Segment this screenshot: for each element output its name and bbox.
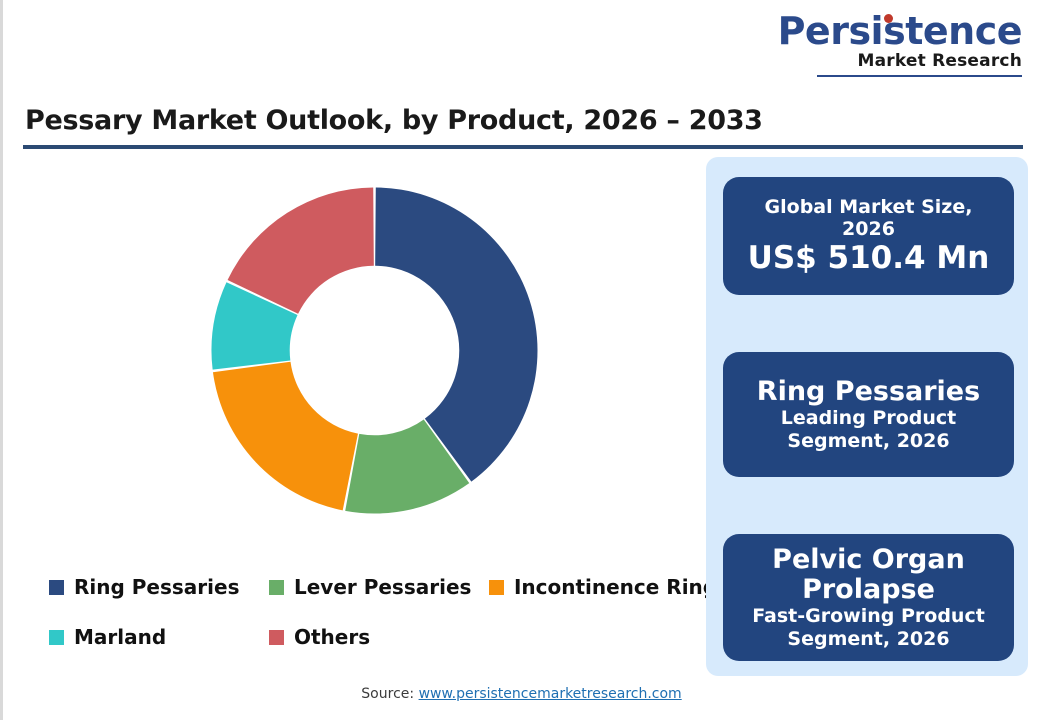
company-logo: Persistence Market Research (777, 9, 1023, 77)
legend-item[interactable]: Others (268, 612, 489, 662)
legend-swatch-icon (49, 579, 64, 595)
donut-slice[interactable] (211, 282, 298, 370)
legend-item[interactable]: Marland (49, 612, 269, 662)
market-size-card: Global Market Size, 2026 US$ 510.4 Mn (723, 177, 1014, 295)
source-prefix: Source: (361, 686, 419, 702)
legend-swatch-icon (268, 579, 284, 595)
donut-slice[interactable] (212, 361, 358, 511)
title-divider (23, 145, 1023, 149)
donut-chart-svg (211, 187, 538, 514)
fast-growing-segment-card: Pelvic Organ Prolapse Fast-Growing Produ… (723, 534, 1014, 661)
market-size-caption: Global Market Size, 2026 (764, 195, 973, 241)
logo-underline (817, 75, 1022, 77)
fast-growing-segment-headline: Pelvic Organ Prolapse (772, 543, 965, 606)
market-size-value: US$ 510.4 Mn (747, 239, 990, 276)
donut-slice[interactable] (227, 187, 374, 314)
legend-item[interactable]: Incontinence Rings (488, 562, 729, 612)
logo-primary-text: Persistence (777, 9, 1023, 53)
legend-swatch-icon (268, 629, 284, 645)
legend-label: Incontinence Rings (513, 575, 730, 599)
donut-slice[interactable] (375, 187, 538, 482)
donut-slice[interactable] (345, 419, 470, 514)
legend-label: Lever Pessaries (293, 575, 472, 599)
fast-growing-segment-caption: Fast-Growing Product Segment, 2026 (752, 605, 985, 650)
highlights-panel: Global Market Size, 2026 US$ 510.4 Mn Ri… (706, 157, 1028, 676)
page-title: Pessary Market Outlook, by Product, 2026… (25, 105, 763, 136)
legend-label: Marland (74, 625, 167, 649)
chart-legend: Ring Pessaries Lever Pessaries Incontine… (49, 562, 729, 662)
legend-label: Ring Pessaries (74, 575, 240, 599)
logo-secondary-text: Market Research (857, 51, 1022, 71)
legend-swatch-icon (49, 629, 64, 645)
logo-accent-dot-icon (883, 14, 893, 23)
legend-label: Others (293, 625, 371, 649)
leading-segment-card: Ring Pessaries Leading Product Segment, … (723, 352, 1014, 477)
donut-chart (206, 182, 543, 519)
leading-segment-headline: Ring Pessaries (756, 375, 981, 407)
leading-segment-caption: Leading Product Segment, 2026 (780, 407, 957, 452)
source-link[interactable]: www.persistencemarketresearch.com (418, 686, 682, 702)
source-footer: Source: www.persistencemarketresearch.co… (3, 686, 1040, 702)
legend-swatch-icon (488, 579, 504, 595)
legend-item[interactable]: Ring Pessaries (49, 562, 269, 612)
legend-item[interactable]: Lever Pessaries (268, 562, 489, 612)
